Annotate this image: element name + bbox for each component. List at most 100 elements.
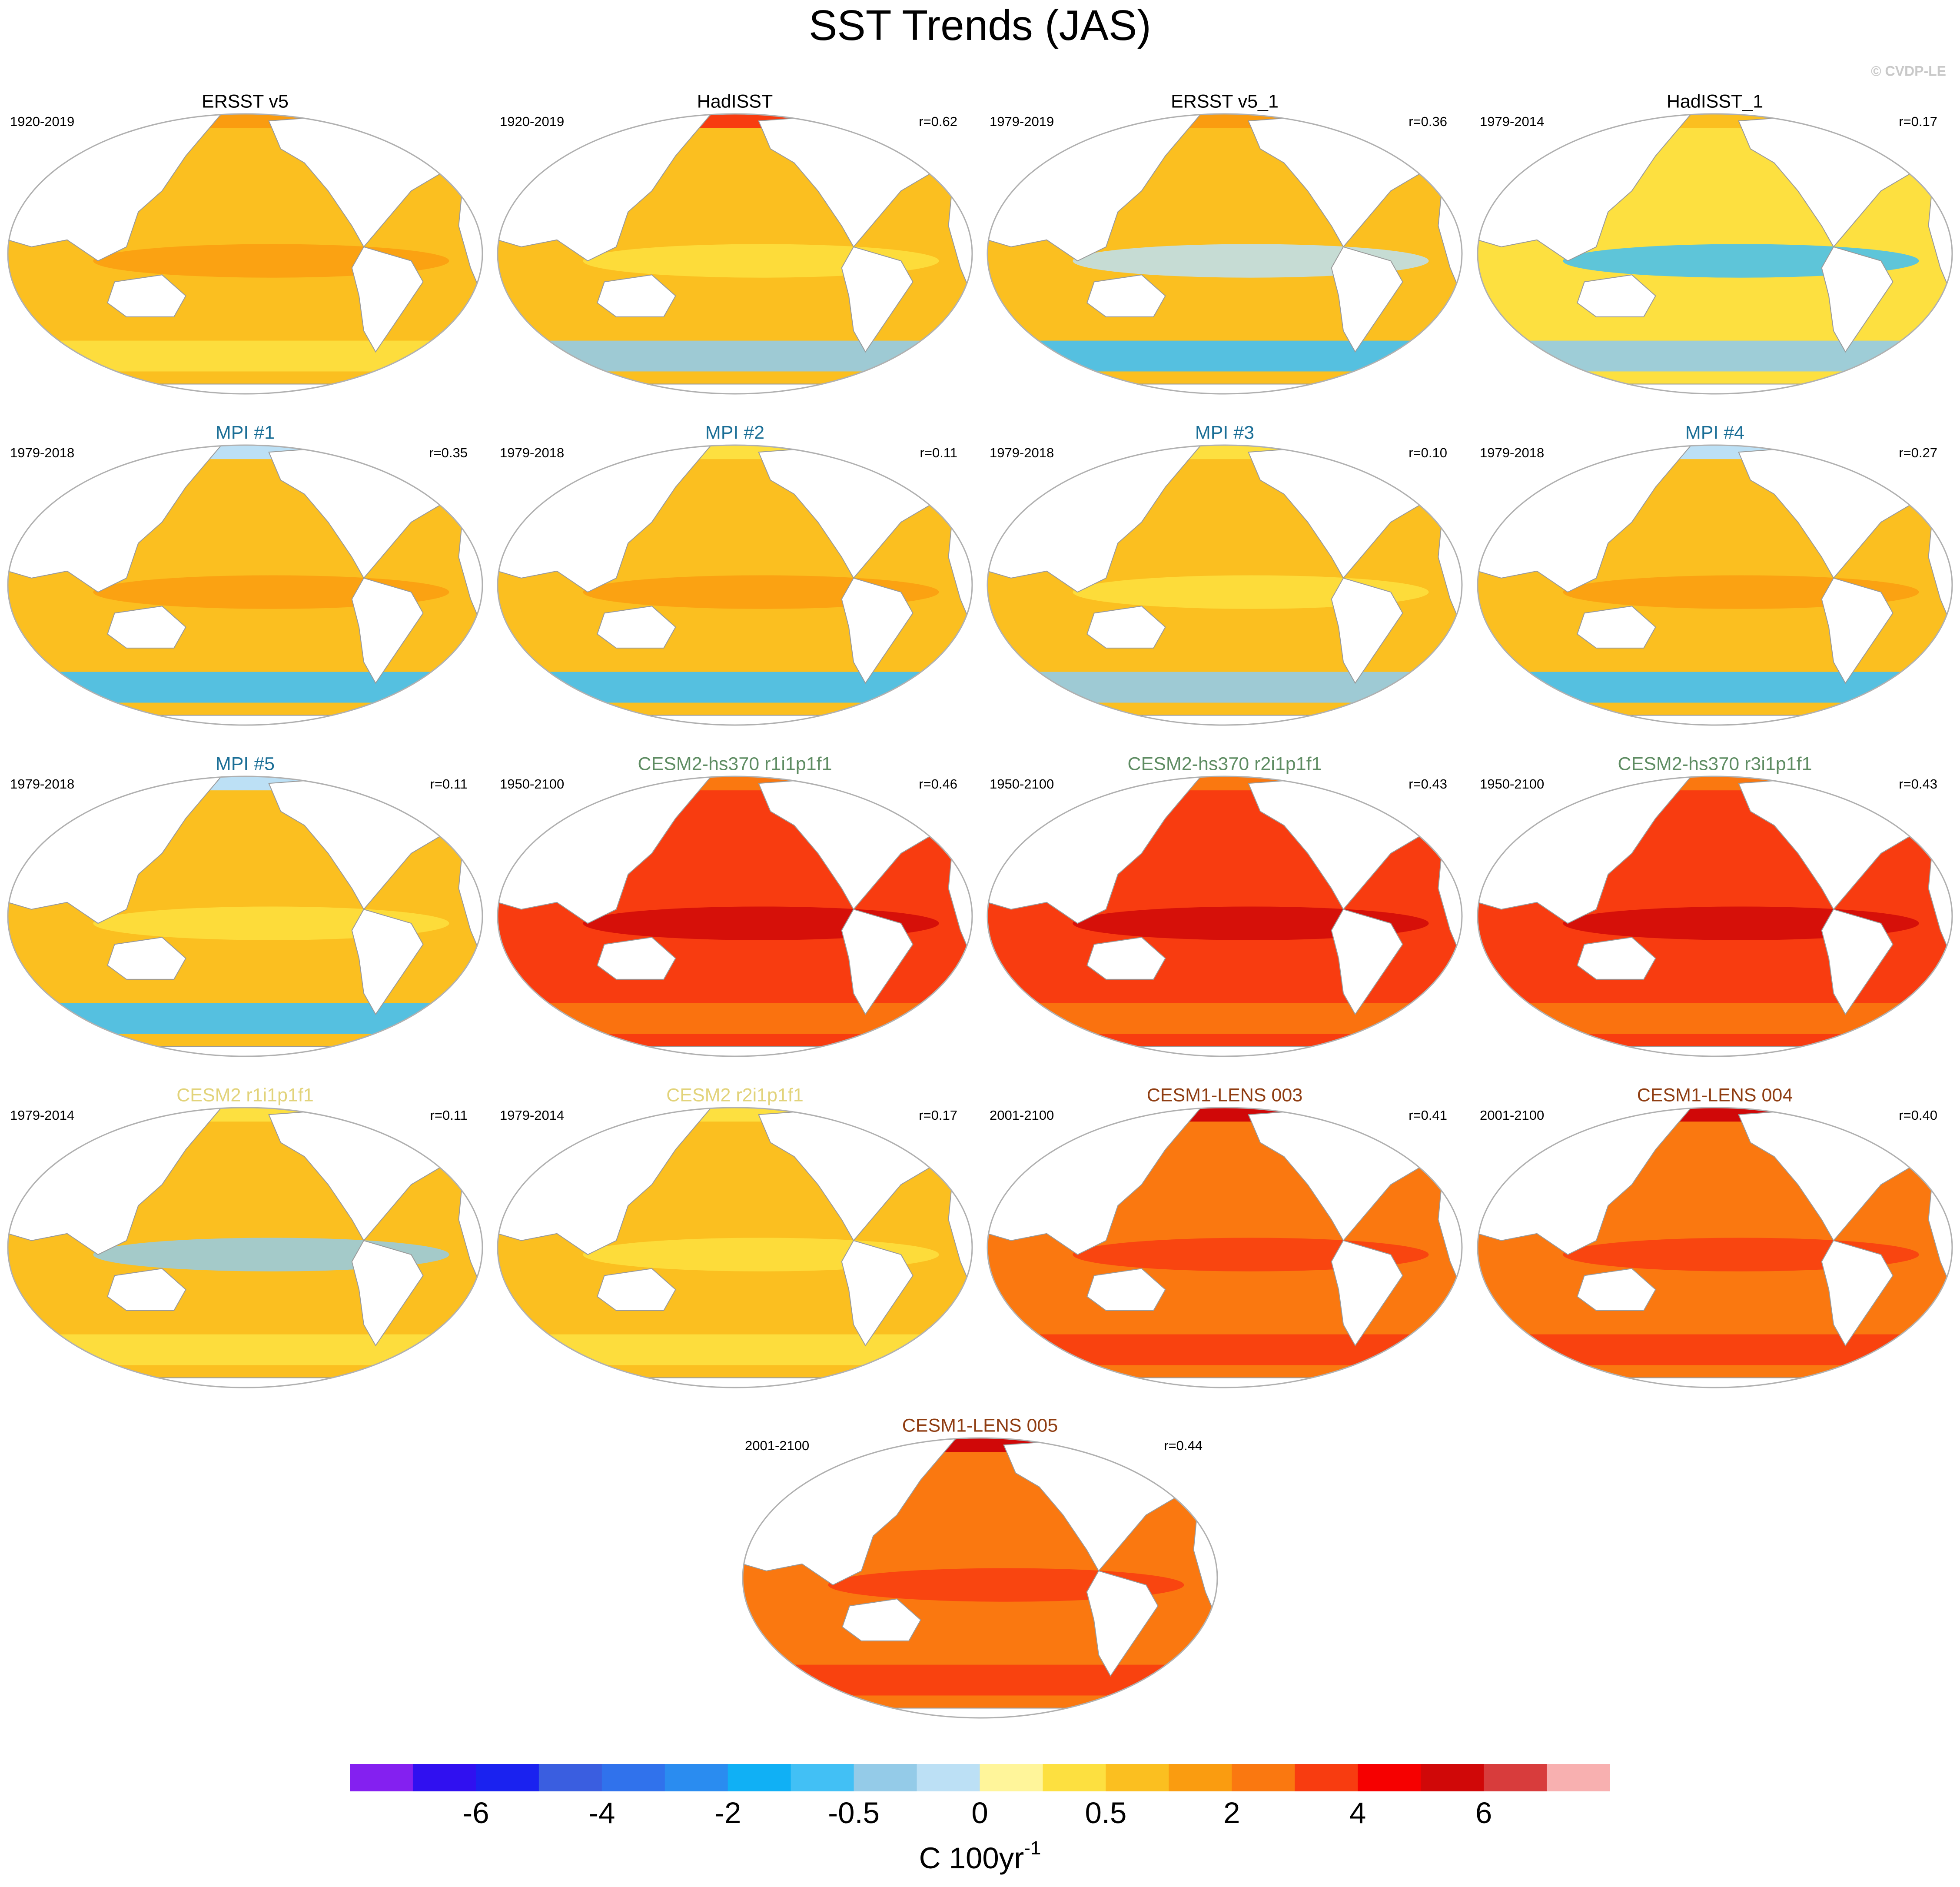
map-outline (497, 775, 973, 1057)
map-outline (987, 444, 1463, 726)
map-outline (497, 1107, 973, 1388)
map-outline (7, 1107, 483, 1388)
land (1577, 606, 1656, 649)
panel-correlation: r=0.36 (1409, 114, 1447, 129)
arctic-strip (8, 114, 482, 128)
panel-correlation: r=0.43 (1409, 776, 1447, 792)
colorbar-box (1106, 1764, 1169, 1791)
colorbar-box (854, 1764, 917, 1791)
panel-period: 1979-2018 (10, 776, 74, 792)
colorbar-box (1169, 1764, 1232, 1791)
panel-period: 1950-2100 (990, 776, 1054, 792)
panel-correlation: r=0.46 (919, 776, 957, 792)
panel-period: 2001-2100 (1480, 1108, 1544, 1123)
panel-period: 1979-2014 (10, 1108, 74, 1123)
arctic-strip (8, 776, 482, 791)
map-outline (987, 1107, 1463, 1388)
map-outline (1477, 775, 1953, 1057)
arctic-strip (1478, 776, 1952, 791)
colorbar-box (1358, 1764, 1421, 1791)
colorbar-tick-label: 0.5 (1085, 1796, 1126, 1830)
land (597, 274, 676, 317)
land (107, 1268, 186, 1311)
map-outline (742, 1437, 1218, 1719)
panel-period: 1920-2019 (500, 114, 564, 129)
land (1577, 937, 1656, 980)
colorbar-tick-label: -6 (462, 1796, 489, 1830)
land (8, 1046, 482, 1056)
southern-band (8, 1003, 482, 1034)
colorbar-box (917, 1764, 980, 1791)
map-field (1478, 114, 1952, 394)
panel-period: 2001-2100 (745, 1438, 809, 1453)
panel-correlation: r=0.17 (919, 1108, 957, 1123)
map-field (1478, 776, 1952, 1056)
panel-title: MPI #1 (216, 422, 275, 443)
panel-period: 1979-2018 (1480, 445, 1544, 460)
land (1086, 1570, 1159, 1677)
land (987, 383, 1462, 394)
map-field (1478, 1108, 1952, 1388)
land (841, 246, 914, 353)
land (1478, 715, 1952, 725)
land (1331, 909, 1403, 1015)
panel-correlation: r=0.11 (920, 445, 957, 460)
arctic-strip (498, 114, 972, 128)
map-outline (1477, 1107, 1953, 1388)
land (841, 577, 914, 684)
arctic-strip (8, 1108, 482, 1122)
map-field (498, 1108, 972, 1388)
panel-title: CESM1-LENS 004 (1637, 1085, 1793, 1105)
arctic-strip (1478, 1108, 1952, 1122)
colorbar-tick-label: -2 (714, 1796, 741, 1830)
arctic-strip (498, 776, 972, 791)
map-field (498, 114, 972, 394)
panel-period: 1979-2014 (1480, 114, 1544, 129)
map-outline (987, 113, 1463, 395)
panel-title: CESM2-hs370 r2i1p1f1 (1128, 753, 1322, 774)
panel-period: 1979-2019 (990, 114, 1054, 129)
arctic-strip (1478, 114, 1952, 128)
map-field (987, 1108, 1462, 1388)
panel-period: 1979-2014 (500, 1108, 564, 1123)
southern-band (987, 1334, 1462, 1365)
land (1821, 1240, 1894, 1347)
panel-title: ERSST v5_1 (1171, 91, 1279, 112)
arctic-strip (498, 1108, 972, 1122)
panel-title: CESM2 r2i1p1f1 (666, 1085, 804, 1105)
land (8, 715, 482, 725)
land (841, 1240, 914, 1347)
panel-correlation: r=0.43 (1899, 776, 1937, 792)
arctic-strip (1478, 445, 1952, 459)
land (1821, 577, 1894, 684)
land (842, 1598, 921, 1641)
panel-title: HadISST_1 (1667, 91, 1763, 112)
land (841, 909, 914, 1015)
colorbar-box (1043, 1764, 1106, 1791)
map-panel: ERSST v5 1920-2019 (7, 91, 483, 395)
map-panel: CESM1-LENS 004 2001-2100 r=0.40 (1477, 1085, 1953, 1388)
map-field (498, 445, 972, 725)
colorbar-box (412, 1764, 476, 1791)
arctic-strip (987, 114, 1462, 128)
colorbar-tick-label: 4 (1349, 1796, 1366, 1830)
southern-band (743, 1664, 1217, 1696)
southern-band (1478, 1003, 1952, 1034)
map-panel: ERSST v5_1 1979-2019 r=0.36 (987, 91, 1463, 395)
panel-correlation: r=0.41 (1409, 1108, 1447, 1123)
land (351, 1240, 424, 1347)
map-field (987, 114, 1462, 394)
map-panel: CESM1-LENS 005 2001-2100 r=0.44 (742, 1415, 1218, 1719)
land (1331, 577, 1403, 684)
colorbar-tick-label: 2 (1223, 1796, 1240, 1830)
southern-band (8, 1334, 482, 1365)
land (498, 1377, 972, 1388)
land (107, 606, 186, 649)
colorbar-box (1232, 1764, 1295, 1791)
map-panel: HadISST 1920-2019 r=0.62 (497, 91, 973, 395)
land (1478, 1377, 1952, 1388)
arctic-strip (743, 1438, 1217, 1452)
map-outline (7, 775, 483, 1057)
land (8, 383, 482, 394)
